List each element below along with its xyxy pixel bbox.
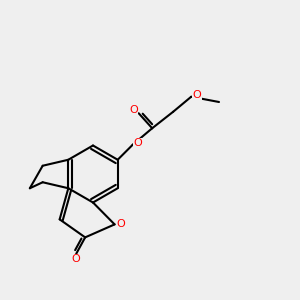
Text: O: O	[129, 105, 138, 115]
Text: O: O	[117, 219, 126, 230]
Text: O: O	[192, 90, 201, 100]
Text: O: O	[134, 138, 142, 148]
Text: O: O	[72, 254, 80, 264]
